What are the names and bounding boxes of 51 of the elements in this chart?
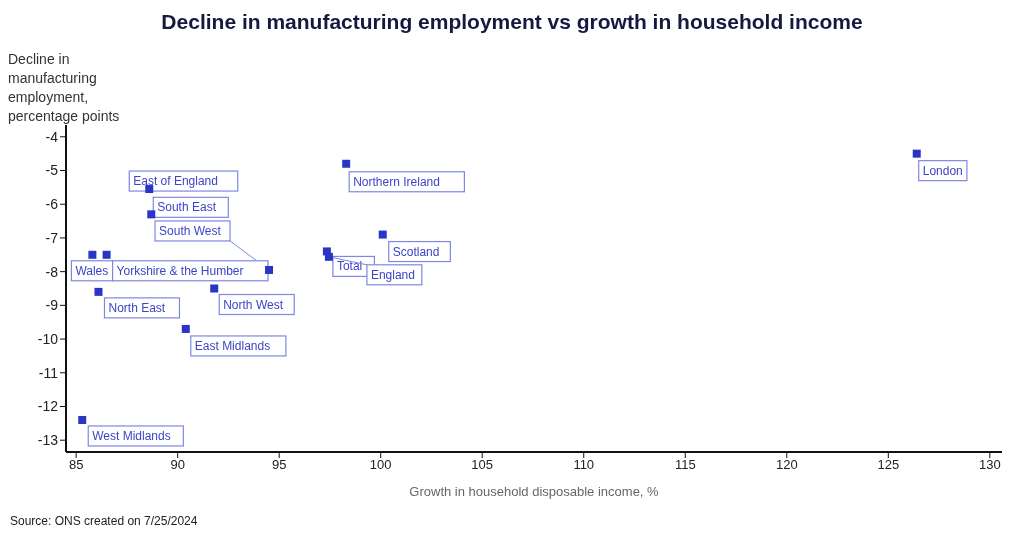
point xyxy=(147,210,156,219)
point xyxy=(324,252,333,261)
point xyxy=(342,159,351,168)
x-tick-label: 105 xyxy=(471,457,494,473)
point xyxy=(181,324,190,333)
y-tick-label: -6 xyxy=(45,196,59,213)
annotation: Scotland xyxy=(392,244,440,259)
annotation: West Midlands xyxy=(92,428,171,443)
y-tick-label: -11 xyxy=(38,364,59,381)
y-tick-label: -4 xyxy=(45,128,59,145)
point xyxy=(210,284,219,293)
point xyxy=(102,250,111,259)
point xyxy=(94,287,103,296)
chart-title: Decline in manufacturing employment vs growth in household income xyxy=(160,10,864,34)
annotation: Yorkshire & the Humber xyxy=(116,263,244,278)
x-tick-label: 90 xyxy=(170,457,185,473)
annotation: North West xyxy=(223,297,284,312)
x-axis-title: Growth in household disposable income, % xyxy=(409,484,660,499)
annotation: Wales xyxy=(75,263,109,278)
annotation: East of England xyxy=(133,174,218,189)
x-tick-label: 130 xyxy=(978,457,1001,473)
y-tick-label: -13 xyxy=(37,432,59,449)
y-tick-label: -5 xyxy=(45,162,59,179)
annotation: London xyxy=(922,163,963,178)
x-tick-label: 95 xyxy=(271,457,287,473)
y-tick-label: -9 xyxy=(45,297,59,314)
x-tick-label: 125 xyxy=(877,457,900,473)
annotation: Total xyxy=(336,259,363,274)
x-tick-label: 120 xyxy=(775,457,798,473)
annotation: England xyxy=(370,267,415,282)
point xyxy=(145,185,154,194)
x-tick-label: 100 xyxy=(369,457,392,473)
y-tick-label: -10 xyxy=(37,331,59,348)
annotation: East Midlands xyxy=(194,338,271,353)
x-tick-label: 110 xyxy=(573,457,595,473)
annotation: South West xyxy=(159,223,222,238)
x-tick-label: 85 xyxy=(68,457,84,473)
y-tick-label: -8 xyxy=(45,263,59,280)
point xyxy=(912,149,921,158)
point xyxy=(265,265,274,274)
source-note: Source: ONS created on 7/25/2024 xyxy=(10,514,198,528)
point xyxy=(378,230,387,239)
annotation: Northern Ireland xyxy=(353,174,440,189)
annotation: North East xyxy=(108,300,166,315)
annotation: South East xyxy=(157,200,217,215)
x-tick-label: 115 xyxy=(674,457,696,473)
point xyxy=(78,415,87,424)
y-axis-title: Decline in manufacturing employment, percentage points xyxy=(8,50,121,126)
y-tick-label: -12 xyxy=(37,398,59,415)
y-tick-label: -7 xyxy=(45,229,59,246)
point xyxy=(88,250,97,259)
